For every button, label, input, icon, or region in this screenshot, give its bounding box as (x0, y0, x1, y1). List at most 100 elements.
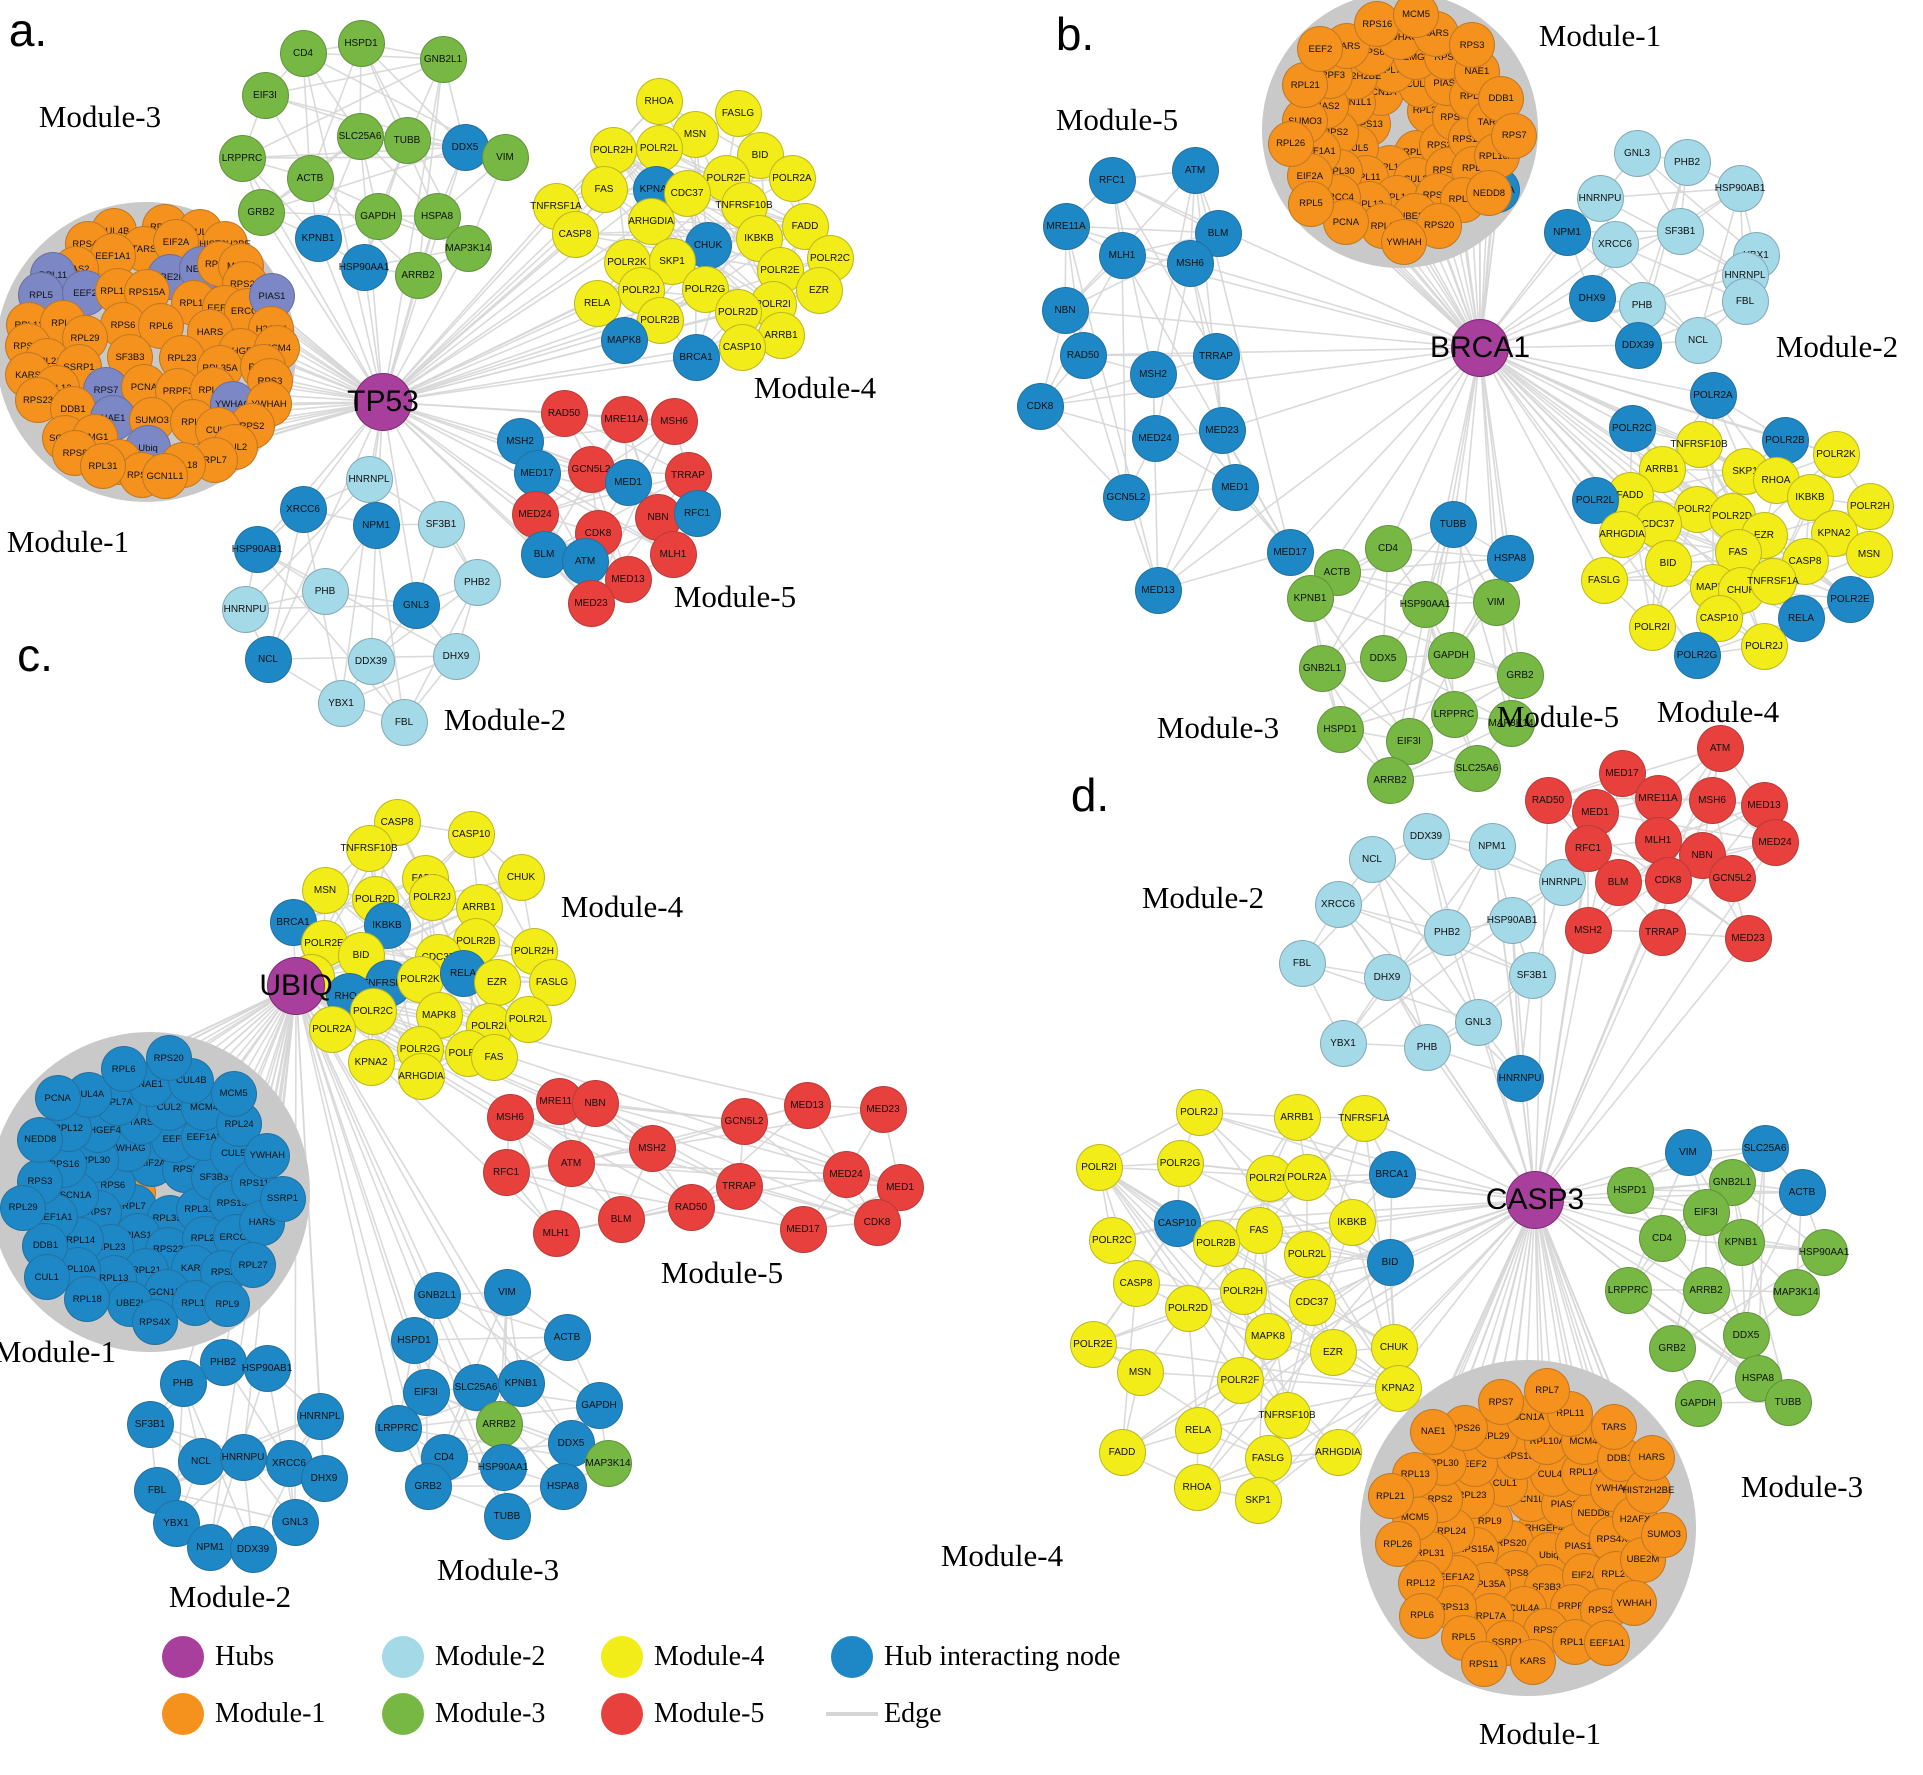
node-label: KPNA2 (354, 1056, 388, 1068)
hub-circle-tp53 (354, 373, 412, 431)
node-polr2l: POLR2L (504, 995, 552, 1043)
node-label: SUMO3 (1647, 1529, 1681, 1541)
node-label: RPS3 (1459, 39, 1485, 51)
panel-letter-c: c. (17, 629, 53, 681)
hub-circle-casp3 (1506, 1171, 1564, 1229)
node-ncl: NCL (1348, 835, 1396, 883)
node-label: NPM1 (1553, 226, 1581, 238)
node-label: YBX1 (1330, 1037, 1356, 1049)
panel-letter-a: a. (8, 4, 48, 56)
node-label: GNL3 (1623, 147, 1651, 159)
node-label: DHX9 (310, 1472, 338, 1484)
node-label: MSH6 (1176, 257, 1204, 269)
node-ddx39: DDX39 (1614, 321, 1662, 369)
node-rpl6: RPL6 (100, 1046, 147, 1093)
node-label: IKBKB (744, 232, 774, 244)
node-label: MLH1 (659, 548, 687, 560)
node-hsp90ab1: HSP90AB1 (232, 525, 282, 573)
node-label: POLR2A (1287, 1171, 1327, 1183)
node-rela: RELA (1777, 594, 1825, 642)
node-label: GCN1L1 (146, 470, 184, 482)
node-phb2: PHB2 (199, 1338, 247, 1386)
node-nbn: NBN (1041, 286, 1089, 334)
node-label: DHX9 (1578, 292, 1606, 304)
module-label-c-module-4: Module-4 (560, 889, 684, 924)
legend-swatch-hub-interacting-node (831, 1636, 873, 1678)
node-label: HSPD1 (344, 37, 378, 49)
node-label: GAPDH (1433, 649, 1469, 661)
node-label: YWHAH (1386, 236, 1422, 248)
node-label: MED23 (1731, 932, 1765, 944)
node-label: PHB (1416, 1041, 1438, 1053)
node-label: NCL (1687, 334, 1708, 346)
node-label: PCNA (130, 381, 158, 393)
node-chuk: CHUK (1370, 1323, 1418, 1371)
node-label: PCNA (1332, 216, 1360, 228)
node-label: HSP90AB1 (1714, 182, 1766, 194)
node-label: POLR2J (622, 284, 660, 296)
node-label: GCN5L2 (1712, 872, 1752, 884)
node-label: HNRNPU (223, 603, 267, 615)
node-label: EIF2A (162, 236, 190, 248)
node-phb: PHB (159, 1359, 207, 1407)
node-cdk8: CDK8 (1644, 856, 1692, 904)
node-label: MSH2 (506, 435, 534, 447)
legend-swatch-module-3 (382, 1693, 424, 1735)
node-label: RHOA (644, 95, 674, 107)
module-label-d-module-5: Module-5 (1496, 699, 1620, 734)
node-lrpprc: LRPPRC (1430, 690, 1478, 738)
node-label: MSH6 (660, 415, 688, 427)
node-label: NEDD8 (24, 1134, 57, 1146)
node-label: RFC1 (492, 1166, 520, 1178)
node-arrb2: ARRB2 (475, 1400, 523, 1448)
node-label: EIF3I (414, 1386, 438, 1398)
node-rpl18: RPL18 (64, 1276, 111, 1322)
node-vim: VIM (1664, 1128, 1712, 1176)
node-label: MSH6 (1698, 794, 1726, 806)
node-hsp90ab1: HSP90AB1 (1487, 896, 1537, 944)
node-label: CASP8 (380, 816, 414, 828)
node-label: TARS (1601, 1421, 1627, 1433)
module-label-a-module-2: Module-2 (443, 702, 567, 737)
node-ddx39: DDX39 (1402, 812, 1450, 860)
node-label: LRPPRC (377, 1422, 419, 1434)
module-label-c-module-3: Module-3 (436, 1552, 560, 1587)
node-label: TUBB (1439, 518, 1467, 530)
node-gapdh: GAPDH (1427, 631, 1475, 679)
node-label: MAP3K14 (445, 242, 491, 254)
node-polr2j: POLR2J (1175, 1088, 1223, 1136)
node-label: EZR (1323, 1346, 1343, 1358)
node-label: FAS (594, 183, 614, 195)
node-label: RPL12 (1406, 1577, 1436, 1589)
node-slc25a6: SLC25A6 (336, 112, 384, 160)
node-polr2l: POLR2L (635, 124, 683, 172)
node-rps11: RPS11 (1460, 1641, 1507, 1688)
node-gnl3: GNL3 (1454, 998, 1502, 1046)
node-phb: PHB (301, 567, 349, 615)
node-label: MSH6 (496, 1111, 524, 1123)
node-label: HSPD1 (1323, 723, 1357, 735)
node-label: GNB2L1 (417, 1289, 457, 1301)
legend-label-hubs: Hubs (215, 1641, 275, 1672)
node-label: EEF2 (1308, 43, 1333, 55)
node-label: HNRNPU (221, 1451, 265, 1463)
node-ikbkb: IKBKB (1328, 1198, 1376, 1246)
node-label: RPL23 (167, 352, 197, 364)
node-grb2: GRB2 (237, 188, 285, 236)
node-kpnb1: KPNB1 (1717, 1218, 1765, 1266)
node-label: CASP8 (1119, 1277, 1153, 1289)
node-label: RPS7 (1488, 1396, 1514, 1408)
node-ncl: NCL (177, 1437, 225, 1485)
node-xrcc6: XRCC6 (1591, 220, 1639, 268)
node-bid: BID (1644, 539, 1692, 587)
node-label: RPS6 (110, 319, 136, 331)
node-label: POLR2C (1611, 422, 1652, 434)
node-rfc1: RFC1 (482, 1148, 530, 1196)
node-sf3b1: SF3B1 (417, 500, 465, 548)
node-label: YBX1 (163, 1517, 189, 1529)
node-label: MSN (313, 884, 337, 896)
node-label: NBN (1691, 849, 1713, 861)
node-label: KPNA2 (1817, 527, 1851, 539)
node-msh2: MSH2 (1564, 906, 1612, 954)
node-arrb2: ARRB2 (1366, 756, 1414, 804)
